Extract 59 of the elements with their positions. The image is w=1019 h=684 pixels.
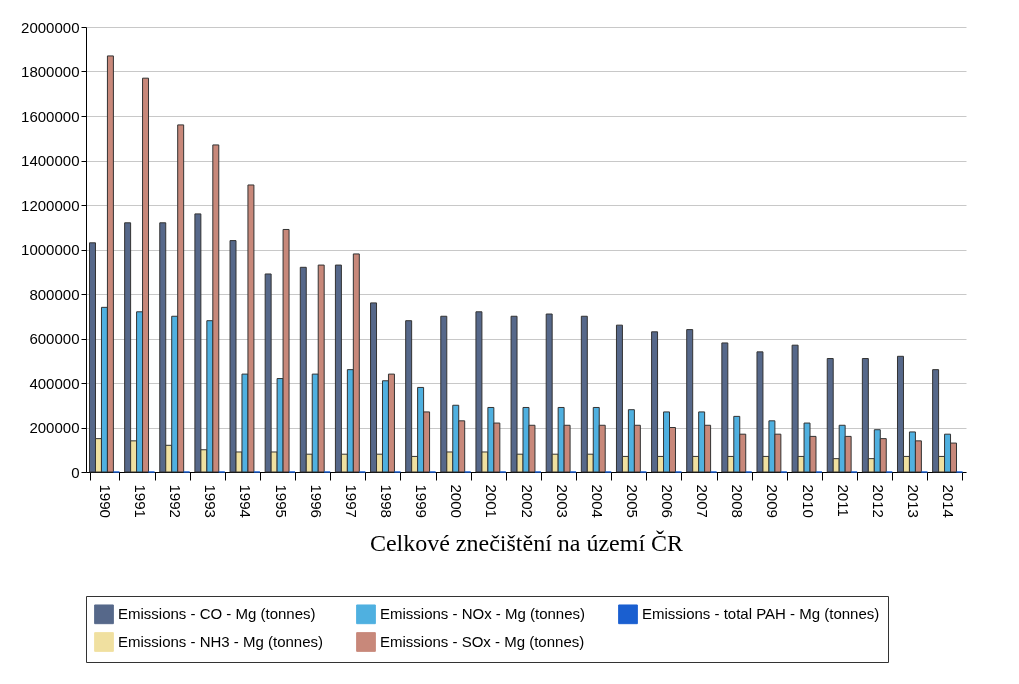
y-tick-label: 1000000 [21, 241, 80, 258]
y-tick-label: 200000 [29, 419, 80, 436]
x-tick-label: 2000 [448, 484, 466, 518]
x-tick-label: 1998 [377, 484, 395, 518]
x-tick-label: 2010 [799, 484, 817, 518]
x-tick-label: 2004 [588, 484, 606, 518]
x-tick-label: 2008 [729, 484, 747, 518]
bar [405, 320, 413, 473]
bar [475, 311, 483, 473]
x-tick-label: 2005 [623, 484, 641, 518]
legend-label: Emissions - SOx - Mg (tonnes) [380, 633, 585, 650]
y-tick-label: 600000 [29, 330, 80, 347]
x-tick-label: 2002 [518, 484, 536, 518]
legend-label: Emissions - total PAH - Mg (tonnes) [642, 605, 880, 623]
x-tick-label: 1996 [307, 484, 325, 518]
bar [545, 313, 553, 473]
legend-label: Emissions - NOx - Mg (tonnes) [380, 605, 586, 623]
bar [124, 222, 132, 473]
bar [651, 331, 659, 473]
x-tick-label: 1997 [342, 484, 360, 518]
bar [932, 369, 940, 473]
x-tick-label: 2009 [764, 484, 782, 518]
bar [440, 315, 448, 473]
bar [721, 342, 729, 473]
x-tick-label: 2011 [834, 484, 852, 517]
x-axis-title: Celkové znečištění na území ČR [369, 529, 684, 556]
bar [510, 315, 518, 473]
bar [791, 344, 799, 473]
x-tick-label: 2001 [483, 484, 501, 518]
bar [686, 329, 694, 473]
bar [194, 213, 202, 473]
x-tick-label: 2014 [940, 484, 958, 518]
x-tick-label: 2013 [904, 484, 922, 518]
x-tick-label: 1995 [272, 484, 290, 518]
y-tick-label: 1600000 [21, 107, 80, 125]
legend-label: Emissions - CO - Mg (tonnes) [118, 605, 316, 623]
x-tick-label: 2003 [553, 484, 571, 518]
y-tick-label: 400000 [29, 374, 80, 392]
x-tick-label: 1991 [132, 484, 150, 518]
y-tick-label: 2000000 [21, 18, 80, 36]
y-tick-label: 800000 [29, 285, 80, 303]
x-tick-label: 1990 [96, 484, 114, 518]
x-tick-label: 2007 [694, 484, 712, 518]
x-tick-label: 1992 [167, 484, 185, 518]
legend-label: Emissions - NH3 - Mg (tonnes) [118, 633, 324, 650]
y-tick-label: 0 [71, 463, 80, 481]
x-tick-label: 1999 [413, 484, 431, 518]
x-tick-label: 1994 [237, 484, 255, 518]
bar [159, 222, 167, 473]
bar [229, 240, 237, 473]
x-tick-label: 1993 [202, 484, 220, 518]
x-tick-label: 2012 [869, 484, 887, 518]
bar [370, 302, 378, 473]
bar [264, 273, 272, 473]
y-tick-label: 1800000 [21, 63, 80, 80]
x-tick-label: 2006 [659, 484, 677, 518]
y-tick-label: 1200000 [21, 196, 80, 214]
bar [756, 351, 764, 473]
y-tick-label: 1400000 [21, 152, 80, 169]
